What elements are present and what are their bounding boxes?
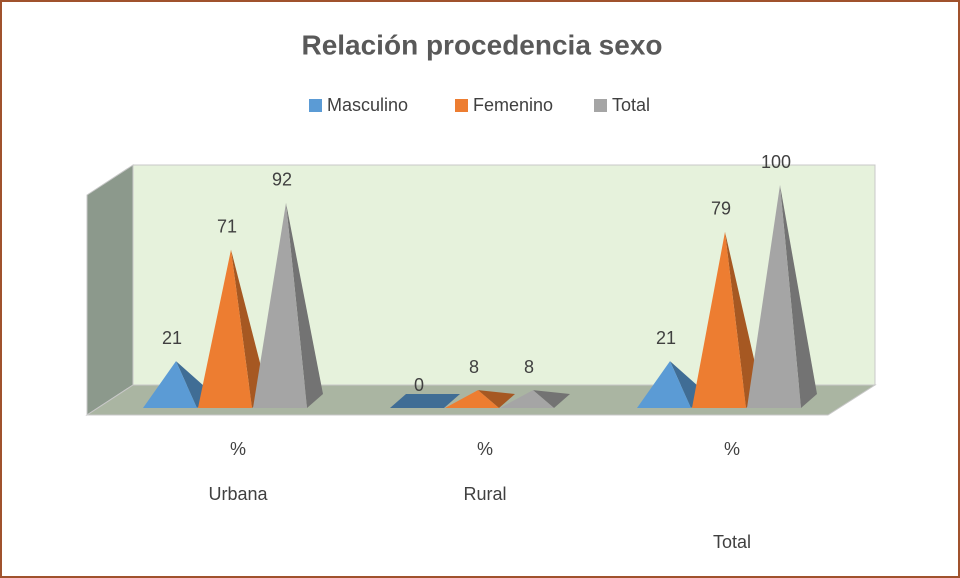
side-wall — [86, 164, 134, 416]
legend-label: Total — [612, 95, 650, 115]
legend-label: Masculino — [327, 95, 408, 115]
pyramid-face — [725, 231, 762, 408]
pyramid-face — [692, 231, 746, 408]
legend-swatch — [455, 99, 468, 112]
x-tick-label: % — [724, 439, 740, 459]
pyramid-face — [500, 390, 554, 408]
data-label: 8 — [469, 357, 479, 377]
legend-swatch — [594, 99, 607, 112]
pyramid-face — [747, 185, 801, 408]
chart-title: Relación procedencia sexo — [301, 29, 662, 60]
data-label: 21 — [656, 328, 676, 348]
x-tick-label: % — [230, 439, 246, 459]
pyramid — [747, 185, 817, 408]
pyramid — [445, 390, 515, 408]
data-label: 79 — [711, 199, 731, 219]
pyramid-face — [143, 361, 197, 408]
pyramid-face — [253, 202, 307, 408]
pyramid-face — [198, 249, 252, 408]
data-label: 21 — [162, 328, 182, 348]
pyramid-face — [637, 361, 691, 408]
pyramid-face — [286, 202, 323, 408]
pyramid-face — [780, 185, 817, 408]
data-label: 8 — [524, 357, 534, 377]
data-label: 71 — [217, 216, 237, 236]
pyramid — [692, 231, 762, 408]
pyramid-face — [533, 390, 570, 408]
group-label: Total — [713, 532, 751, 552]
pyramid — [500, 390, 570, 408]
legend-label: Femenino — [473, 95, 553, 115]
data-label: 100 — [761, 152, 791, 172]
pyramid-face — [445, 390, 499, 408]
pyramid-face — [231, 249, 268, 408]
pyramid-face — [478, 390, 515, 408]
pyramid — [390, 394, 460, 408]
group-label: Rural — [463, 484, 506, 504]
legend-swatch — [309, 99, 322, 112]
data-label: 0 — [414, 375, 424, 395]
group-label: Urbana — [208, 484, 268, 504]
x-tick-label: % — [477, 439, 493, 459]
data-label: 92 — [272, 170, 292, 190]
pyramid-face — [390, 394, 460, 408]
pyramid — [198, 249, 268, 408]
pyramid — [253, 202, 323, 408]
